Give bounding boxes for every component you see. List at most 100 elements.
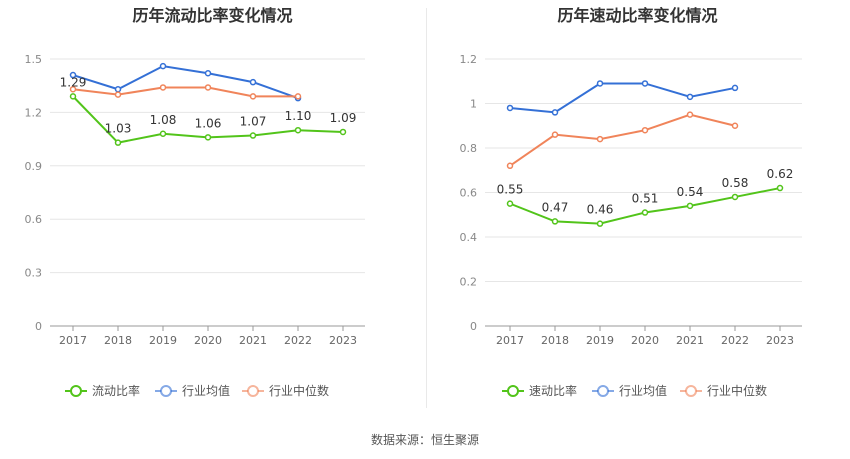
- current-ratio-chart-panel: 历年流动比率变化情况 0 0.3 0.6 0.9 1.2 1.5 2017 2018 2019 2…: [0, 0, 425, 420]
- current-ratio-chart: 0 0.3 0.6 0.9 1.2 1.5 2017 2018 2019 2020 2021 2022…: [25, 53, 365, 398]
- x-tick-label: 2020: [631, 334, 659, 347]
- x-tick-label: 2017: [496, 334, 524, 347]
- legend-label: 流动比率: [92, 383, 140, 398]
- x-tick-label: 2023: [329, 334, 357, 347]
- data-point: [506, 200, 514, 207]
- legend-marker: [160, 385, 172, 397]
- data-point: [159, 84, 167, 91]
- data-point: [69, 86, 77, 93]
- legend-label: 行业均值: [182, 383, 230, 398]
- x-tick-label: 2023: [766, 334, 794, 347]
- data-label: 1.07: [240, 115, 267, 129]
- data-label: 1.06: [195, 116, 222, 130]
- data-point: [249, 78, 257, 86]
- data-point: [339, 128, 347, 136]
- x-tick-label: 2021: [239, 334, 267, 347]
- y-tick-label: 0.4: [460, 231, 478, 244]
- data-point: [294, 126, 302, 134]
- quick-ratio-chart: 0 0.2 0.4 0.6 0.8 1 1.2 2017 2018 2019 2020 2021 202…: [460, 53, 802, 398]
- data-point: [69, 71, 77, 79]
- data-point: [114, 86, 122, 93]
- legend-label: 速动比率: [529, 383, 577, 398]
- y-tick-label: 0: [470, 320, 477, 333]
- y-tick-label: 0.2: [460, 276, 478, 289]
- series-line-2: [509, 113, 736, 167]
- data-label: 0.58: [722, 176, 749, 190]
- data-label: 1.03: [105, 122, 132, 136]
- data-label: 1.08: [150, 113, 177, 127]
- data-label: 0.51: [632, 192, 659, 206]
- data-point: [596, 80, 604, 87]
- data-point: [551, 218, 559, 225]
- legend-item-2[interactable]: 行业中位数: [242, 383, 329, 398]
- y-tick-label: 1: [470, 98, 477, 111]
- legend-item-2[interactable]: 行业中位数: [680, 383, 767, 398]
- data-label: 1.29: [60, 75, 87, 89]
- quick-ratio-chart-panel: 历年速动比率变化情况 0 0.2 0.4 0.6 0.8 1 1.2 2017 2018 2019…: [425, 0, 850, 420]
- data-point: [641, 126, 649, 134]
- data-point: [551, 131, 559, 138]
- data-point: [731, 122, 739, 129]
- data-point: [69, 93, 77, 100]
- data-point: [204, 84, 212, 91]
- legend-item-1[interactable]: 行业均值: [155, 383, 230, 398]
- y-tick-label: 1.2: [25, 106, 43, 119]
- data-point: [114, 91, 122, 98]
- data-label: 0.47: [542, 200, 569, 214]
- data-point: [686, 111, 694, 118]
- data-label: 1.10: [285, 109, 312, 123]
- data-point: [249, 93, 257, 100]
- x-tick-label: 2019: [586, 334, 614, 347]
- y-tick-label: 0.3: [25, 267, 43, 280]
- data-label: 1.09: [330, 111, 357, 125]
- x-tick-label: 2017: [59, 334, 87, 347]
- y-tick-label: 0: [35, 320, 42, 333]
- x-tick-label: 2019: [149, 334, 177, 347]
- data-label: 0.46: [587, 203, 614, 217]
- data-point: [731, 193, 739, 201]
- data-point: [159, 130, 167, 138]
- y-tick-label: 1.2: [460, 53, 478, 66]
- legend-marker: [597, 385, 609, 397]
- x-tick-label: 2022: [284, 334, 312, 347]
- legend-item-0[interactable]: 速动比率: [502, 383, 577, 398]
- data-point: [294, 93, 302, 100]
- data-point: [551, 109, 559, 116]
- x-tick-label: 2021: [676, 334, 704, 347]
- data-point: [596, 135, 604, 143]
- data-point: [686, 93, 694, 101]
- data-label: 0.62: [767, 167, 794, 181]
- y-tick-label: 0.8: [460, 142, 478, 155]
- data-point: [641, 209, 649, 216]
- data-point: [249, 132, 257, 139]
- x-tick-label: 2018: [104, 334, 132, 347]
- data-point: [114, 139, 122, 146]
- legend-item-0[interactable]: 流动比率: [65, 383, 140, 398]
- data-point: [159, 62, 167, 70]
- y-tick-label: 0.6: [460, 187, 478, 200]
- data-point: [596, 220, 604, 227]
- series-line-1: [72, 65, 299, 100]
- data-label: 0.55: [497, 183, 524, 197]
- y-tick-label: 0.6: [25, 213, 43, 226]
- legend-label: 行业中位数: [269, 383, 329, 398]
- series-line-2: [72, 86, 298, 98]
- legend-marker: [685, 385, 697, 397]
- data-point: [686, 202, 694, 210]
- chart-title: 历年速动比率变化情况: [557, 6, 718, 25]
- y-tick-label: 0.9: [25, 160, 43, 173]
- x-tick-label: 2022: [721, 334, 749, 347]
- legend-marker: [507, 385, 519, 397]
- data-label: 0.54: [677, 185, 704, 199]
- data-point: [731, 84, 739, 92]
- legend-item-1[interactable]: 行业均值: [592, 383, 667, 398]
- data-point: [204, 134, 212, 141]
- data-point: [506, 104, 514, 112]
- x-tick-label: 2020: [194, 334, 222, 347]
- y-tick-label: 1.5: [25, 53, 43, 66]
- series-line-1: [509, 82, 736, 114]
- legend-label: 行业中位数: [707, 383, 767, 398]
- legend-label: 行业均值: [619, 383, 667, 398]
- data-source-note: 数据来源：恒生聚源: [370, 433, 479, 447]
- data-point: [506, 162, 514, 170]
